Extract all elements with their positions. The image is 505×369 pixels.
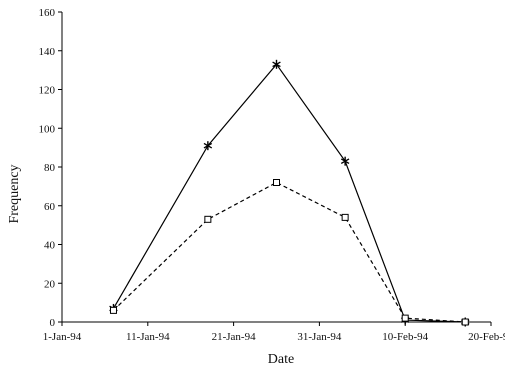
x-tick-label: 1-Jan-94 <box>43 331 82 343</box>
y-tick-label: 120 <box>39 85 56 97</box>
series-1-line <box>112 63 466 323</box>
x-tick-label: 20-Feb-94 <box>468 331 505 343</box>
y-tick-label: 160 <box>39 7 56 19</box>
series-1-point <box>203 141 213 151</box>
y-tick-label: 80 <box>44 162 56 174</box>
x-axis-title: Date <box>268 352 294 367</box>
series-2-point <box>204 215 212 223</box>
y-axis-ticks: 0 20 40 60 80 100 120 140 160 <box>39 7 62 329</box>
y-tick-label: 140 <box>39 46 56 58</box>
series-2-point <box>273 179 280 186</box>
x-tick-label: 10-Feb-94 <box>382 331 428 343</box>
series-1-point <box>272 59 281 69</box>
y-tick-label: 0 <box>50 317 56 329</box>
y-tick-label: 60 <box>44 201 56 213</box>
y-tick-label: 100 <box>39 123 56 135</box>
x-axis-ticks: 1-Jan-94 11-Jan-94 21-Jan-94 31-Jan-94 10-Fe… <box>43 322 505 343</box>
series-layer <box>109 59 470 327</box>
y-tick-label: 20 <box>44 278 56 290</box>
series-1-point <box>340 156 350 166</box>
x-tick-label: 11-Jan-94 <box>126 331 170 343</box>
series-2-line <box>113 181 466 323</box>
x-tick-label: 31-Jan-94 <box>297 331 341 343</box>
x-tick-label: 21-Jan-94 <box>212 331 256 343</box>
y-tick-label: 40 <box>44 240 56 252</box>
y-axis-title: Frequency <box>7 164 22 223</box>
series-2-point <box>109 306 117 314</box>
series-2-point <box>401 314 409 322</box>
series-2-point <box>461 318 469 326</box>
series-2-point <box>341 213 349 221</box>
